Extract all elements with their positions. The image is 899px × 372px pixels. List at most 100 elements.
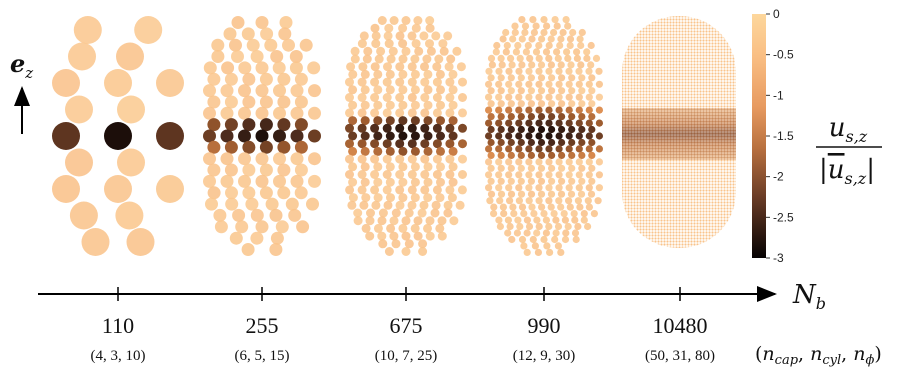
bead xyxy=(518,16,525,23)
bead-band xyxy=(242,118,255,131)
bead xyxy=(398,39,407,48)
bead xyxy=(431,31,440,40)
bead xyxy=(348,70,357,79)
bead xyxy=(225,198,238,211)
bead xyxy=(509,35,516,42)
bead xyxy=(225,96,238,109)
bead xyxy=(568,87,575,94)
bead-band xyxy=(525,132,532,139)
bead-band xyxy=(535,145,542,152)
bead-band xyxy=(558,152,565,159)
bead xyxy=(389,232,398,241)
bead-band xyxy=(256,130,269,143)
bead xyxy=(585,197,592,204)
bead xyxy=(552,16,559,23)
bead xyxy=(538,178,545,185)
bead xyxy=(506,197,513,204)
bead xyxy=(449,178,458,187)
bead xyxy=(555,55,562,62)
bead xyxy=(577,35,584,42)
bead xyxy=(528,165,535,172)
bead xyxy=(211,50,224,63)
tuple-open: ( xyxy=(755,343,762,365)
bead xyxy=(545,158,552,165)
bead xyxy=(203,175,216,188)
bead xyxy=(348,178,357,187)
bead xyxy=(408,170,417,179)
bead xyxy=(565,223,572,230)
bead xyxy=(256,61,269,74)
bead xyxy=(256,220,269,233)
bead-band xyxy=(576,132,583,139)
bead-band xyxy=(485,145,492,152)
bead-band xyxy=(373,132,382,141)
bead xyxy=(424,85,433,94)
bead-band xyxy=(498,152,505,159)
bead xyxy=(431,209,440,218)
bead xyxy=(576,184,583,191)
bead-band xyxy=(408,139,417,148)
bead xyxy=(361,85,370,94)
bead-band xyxy=(308,130,321,143)
bead xyxy=(420,108,429,117)
bead xyxy=(345,78,354,87)
bead xyxy=(488,165,495,172)
bead xyxy=(528,87,535,94)
bead xyxy=(386,101,395,110)
bead xyxy=(558,100,565,107)
colorbar-tick-label: -2.5 xyxy=(773,210,794,224)
bead xyxy=(445,78,454,87)
bead xyxy=(422,55,431,64)
bead xyxy=(436,70,445,79)
bead-band xyxy=(411,132,420,141)
bead xyxy=(515,184,522,191)
bead-band xyxy=(458,139,467,148)
bead xyxy=(384,31,393,40)
bead xyxy=(358,93,367,102)
bead xyxy=(383,155,392,164)
bead xyxy=(363,55,372,64)
bead xyxy=(104,175,132,203)
bead xyxy=(486,197,493,204)
bead xyxy=(256,107,269,120)
bead-band xyxy=(515,107,522,114)
bead xyxy=(271,232,284,245)
bead xyxy=(354,216,363,225)
bead-band xyxy=(525,107,532,114)
bead xyxy=(308,175,321,188)
bead xyxy=(495,81,502,88)
bead xyxy=(457,62,466,71)
bead xyxy=(361,162,370,171)
bead xyxy=(371,39,380,48)
bead-band xyxy=(518,152,525,159)
bead xyxy=(567,204,574,211)
bead-band xyxy=(348,132,357,141)
nb-axis-label: Nb xyxy=(792,280,826,313)
bead xyxy=(398,85,407,94)
bead xyxy=(488,100,495,107)
bead xyxy=(525,171,532,178)
colorbar-gradient xyxy=(752,14,766,258)
bead xyxy=(288,209,301,222)
bead xyxy=(395,78,404,87)
ez-direction-indicator: ez xyxy=(10,49,33,134)
bead xyxy=(444,201,453,210)
colorbar-fraction-label: us,z |us,z| xyxy=(816,113,882,188)
bead xyxy=(452,47,461,56)
bead xyxy=(424,162,433,171)
bead xyxy=(503,48,510,55)
bead xyxy=(449,162,458,171)
bead xyxy=(256,175,269,188)
bead xyxy=(495,68,502,75)
bead xyxy=(573,48,580,55)
bead-band xyxy=(398,147,407,156)
bead xyxy=(378,239,387,248)
bead xyxy=(383,108,392,117)
bead xyxy=(563,16,570,23)
bead-band xyxy=(433,124,442,133)
bead xyxy=(221,175,234,188)
bead xyxy=(545,184,552,191)
bead xyxy=(395,155,404,164)
bead-band xyxy=(586,120,593,127)
bead xyxy=(556,184,563,191)
